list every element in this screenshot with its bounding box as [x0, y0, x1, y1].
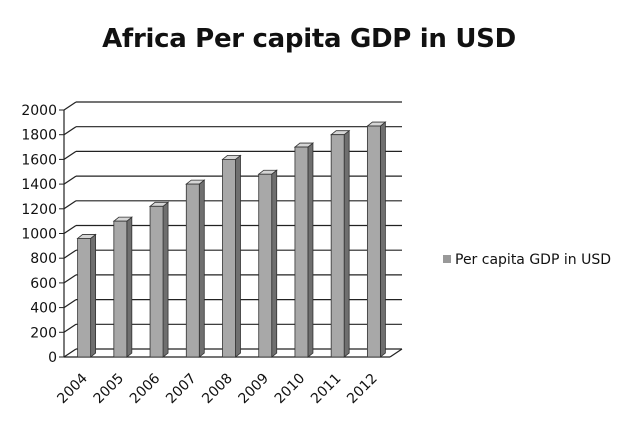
gridline-diag	[63, 200, 77, 210]
y-tick-label: 1200	[21, 202, 57, 218]
y-tick-label: 1400	[21, 177, 57, 193]
bar	[330, 129, 351, 358]
x-tick-label: 2011	[308, 371, 345, 408]
legend: Per capita GDP in USD	[443, 252, 611, 268]
bar	[112, 216, 133, 358]
legend-label: Per capita GDP in USD	[455, 252, 611, 268]
bar	[221, 154, 242, 358]
y-tick-label: 200	[30, 325, 57, 341]
gridline-diag	[63, 299, 77, 309]
y-tick-label: 800	[30, 251, 57, 267]
bar-front	[258, 173, 273, 358]
bar-side	[126, 216, 133, 358]
y-tick-label: 1800	[21, 128, 57, 144]
bar-side	[307, 142, 314, 358]
gridline-diag	[63, 101, 77, 111]
bar-front	[149, 205, 164, 358]
bar	[185, 179, 206, 358]
bar-side	[162, 201, 169, 358]
bar-side	[343, 129, 350, 358]
bar-front	[113, 220, 128, 358]
gridline-diag	[63, 249, 77, 259]
x-tick-labels: 2004 2005 2006 2007 2008 2009 2010 2011 2012	[54, 370, 380, 407]
y-tick-label: 400	[30, 301, 57, 317]
bars	[76, 121, 387, 358]
y-tick-label: 600	[30, 276, 57, 292]
gridline-diag	[63, 348, 77, 358]
floor-edge	[389, 348, 403, 358]
x-tick-label: 2006	[127, 370, 164, 407]
gridline-diag	[63, 225, 77, 234]
legend-swatch	[443, 255, 451, 263]
x-tick-label: 2009	[236, 371, 273, 408]
bar-side	[90, 233, 97, 358]
chart-title: Africa Per capita GDP in USD	[102, 24, 516, 54]
bar-side	[379, 121, 386, 358]
x-tick-label: 2007	[163, 371, 200, 408]
x-tick-label: 2005	[91, 371, 128, 408]
x-tick-label: 2010	[272, 371, 309, 408]
bar	[366, 121, 387, 358]
bar-side	[235, 154, 241, 358]
gridline-diag	[63, 126, 77, 136]
bar-front	[77, 238, 92, 358]
gridline-diag	[63, 150, 77, 160]
bar-front	[294, 146, 309, 358]
bar-front	[366, 125, 381, 358]
y-tick-label: 1600	[21, 152, 57, 168]
gridline-diag	[63, 175, 77, 185]
bar-front	[330, 134, 345, 358]
bar	[148, 201, 170, 358]
x-tick-label: 2008	[199, 371, 236, 408]
gridline-diag	[63, 274, 77, 284]
bar	[257, 169, 278, 358]
gridline-diag	[63, 323, 77, 333]
bar-side	[271, 169, 278, 358]
bar-front	[185, 183, 200, 358]
x-tick-label: 2004	[54, 370, 91, 407]
bar-front	[222, 158, 236, 358]
bar	[76, 233, 97, 358]
y-tick-label: 0	[48, 350, 57, 366]
bar-side	[198, 179, 205, 358]
y-tick-labels: 0 200 400 600 800 1000 1200 1400 1600 1800 2000	[21, 103, 57, 366]
y-tick-label: 1000	[21, 227, 57, 243]
x-tick-label: 2012	[344, 371, 381, 408]
y-tick-label: 2000	[21, 103, 57, 119]
bar	[293, 142, 315, 358]
